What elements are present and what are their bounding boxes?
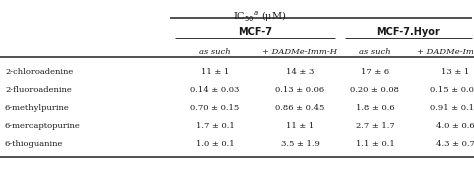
Text: 4.0 ± 0.6: 4.0 ± 0.6	[436, 122, 474, 130]
Text: 0.91 ± 0.15: 0.91 ± 0.15	[430, 104, 474, 112]
Text: 6-thioguanine: 6-thioguanine	[5, 140, 64, 148]
Text: + DADMe-Imm-H: + DADMe-Imm-H	[263, 48, 337, 56]
Text: 13 ± 1: 13 ± 1	[441, 68, 469, 76]
Text: 1.1 ± 0.1: 1.1 ± 0.1	[356, 140, 394, 148]
Text: 0.13 ± 0.06: 0.13 ± 0.06	[275, 86, 325, 94]
Text: as such: as such	[359, 48, 391, 56]
Text: 3.5 ± 1.9: 3.5 ± 1.9	[281, 140, 319, 148]
Text: 6-methylpurine: 6-methylpurine	[5, 104, 70, 112]
Text: 0.14 ± 0.03: 0.14 ± 0.03	[191, 86, 240, 94]
Text: as such: as such	[199, 48, 231, 56]
Text: 6-mercaptopurine: 6-mercaptopurine	[5, 122, 81, 130]
Text: 11 ± 1: 11 ± 1	[286, 122, 314, 130]
Text: 1.8 ± 0.6: 1.8 ± 0.6	[356, 104, 394, 112]
Text: MCF-7: MCF-7	[238, 27, 272, 37]
Text: 2-fluoroadenine: 2-fluoroadenine	[5, 86, 72, 94]
Text: MCF-7.Hyor: MCF-7.Hyor	[377, 27, 440, 37]
Text: 11 ± 1: 11 ± 1	[201, 68, 229, 76]
Text: 2-chloroadenine: 2-chloroadenine	[5, 68, 73, 76]
Text: 4.3 ± 0.7: 4.3 ± 0.7	[436, 140, 474, 148]
Text: 2.7 ± 1.7: 2.7 ± 1.7	[356, 122, 394, 130]
Text: 17 ± 6: 17 ± 6	[361, 68, 389, 76]
Text: 0.70 ± 0.15: 0.70 ± 0.15	[191, 104, 240, 112]
Text: IC$_{50}$$^{a}$ (μM): IC$_{50}$$^{a}$ (μM)	[233, 10, 287, 24]
Text: 1.0 ± 0.1: 1.0 ± 0.1	[196, 140, 234, 148]
Text: 0.15 ± 0.02: 0.15 ± 0.02	[430, 86, 474, 94]
Text: 1.7 ± 0.1: 1.7 ± 0.1	[196, 122, 234, 130]
Text: + DADMe-Imm-H: + DADMe-Imm-H	[418, 48, 474, 56]
Text: 0.86 ± 0.45: 0.86 ± 0.45	[275, 104, 325, 112]
Text: 14 ± 3: 14 ± 3	[286, 68, 314, 76]
Text: 0.20 ± 0.08: 0.20 ± 0.08	[350, 86, 400, 94]
